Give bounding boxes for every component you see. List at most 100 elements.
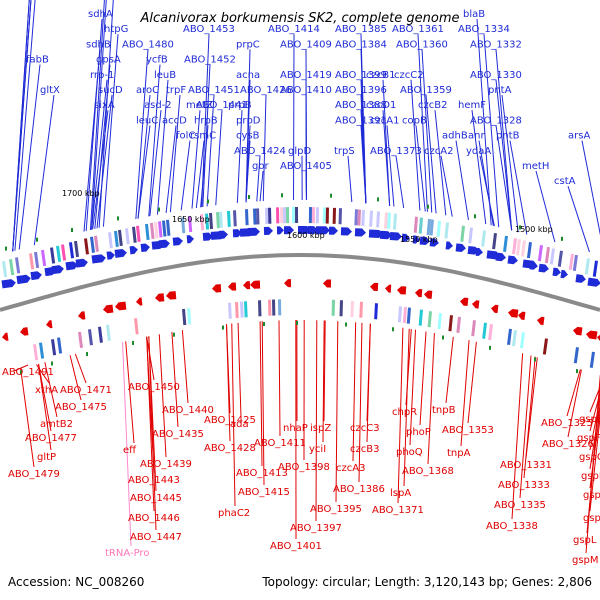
forward-cog-block	[568, 253, 574, 270]
gene-label-top: ABO_1409	[280, 39, 332, 50]
gene-label-bottom: ABO_1397	[290, 523, 342, 534]
reverse-cds-mark	[573, 326, 583, 336]
forward-cds-mark	[283, 226, 294, 235]
gene-label-bottom: ABO_1415	[238, 487, 290, 498]
gene-leader-bottom	[427, 333, 435, 465]
gene-label-bottom: ABO_1435	[152, 429, 204, 440]
gene-leader-top	[509, 140, 528, 235]
gene-label-bottom: ABO_1411	[254, 438, 306, 449]
gene-label-bottom: ABO_1446	[128, 513, 180, 524]
gene-leader-top	[137, 125, 151, 219]
gene-label-top: czcA2	[424, 146, 453, 157]
forward-cog-block	[492, 233, 497, 250]
forward-cds-mark	[412, 235, 420, 244]
gene-label-top: copB	[402, 115, 427, 126]
gene-leader-top	[360, 125, 367, 204]
gene-label-top: adhB	[442, 131, 468, 142]
gene-leader-bottom	[511, 353, 524, 520]
gene-label-bottom: ABO_1425	[204, 415, 256, 426]
gc-marker	[158, 207, 160, 212]
forward-cog-block	[280, 207, 284, 224]
gene-label-top: ABO_1399	[335, 70, 387, 81]
reverse-cds-mark	[472, 300, 480, 309]
gene-leader-bottom	[403, 328, 410, 487]
forward-cds-mark	[507, 255, 518, 265]
reverse-cog-block	[448, 315, 453, 332]
forward-cds-mark	[328, 226, 338, 235]
forward-cds-mark	[114, 248, 127, 258]
gene-label-top: cstA	[554, 176, 576, 187]
gc-marker	[296, 321, 298, 326]
forward-cds-mark	[263, 226, 273, 235]
gene-label-top: ABO_1373	[370, 146, 422, 157]
forward-cog-block	[557, 250, 563, 267]
gene-label-bottom: ABO_1475	[55, 402, 107, 413]
reverse-cog-block	[374, 303, 378, 320]
reverse-cds-mark	[2, 332, 9, 341]
gene-label-top: ABO_1480	[122, 39, 174, 50]
forward-cog-block	[264, 207, 269, 224]
gene-label-bottom: ABO_1353	[442, 425, 494, 436]
gene-label-bottom: ABO_1326	[542, 439, 594, 450]
reverse-cog-block	[228, 302, 232, 319]
forward-cds-mark	[276, 226, 284, 235]
forward-cds-mark	[158, 239, 170, 249]
gene-leader-top	[92, 110, 109, 230]
gene-leader-bottom	[125, 341, 135, 444]
reverse-cog-block	[418, 309, 423, 326]
gene-leader-top	[195, 140, 205, 208]
gene-leader-top	[501, 94, 519, 233]
gene-leader-bottom	[158, 334, 167, 458]
gene-leader-bottom	[322, 320, 325, 443]
reverse-cog-block	[271, 299, 276, 316]
gene-leader-top	[91, 79, 108, 230]
gene-label-top: htpG	[104, 24, 128, 35]
forward-cog-block	[219, 211, 223, 228]
reverse-cog-block	[427, 311, 432, 328]
map-title: Alcanivorax borkumensis SK2, complete ge…	[139, 11, 459, 26]
reverse-cds-mark	[166, 291, 177, 300]
gene-label-bottom: gspJ	[583, 513, 600, 524]
forward-cog-block	[426, 218, 431, 236]
gene-label-bottom: ABO_1386	[333, 484, 385, 495]
gene-label-top: ABO_1384	[335, 39, 387, 50]
gene-leader-bottom	[585, 375, 600, 554]
gene-label-top: hemF	[458, 100, 486, 111]
gene-leader-top	[259, 170, 264, 202]
gene-leader-top	[483, 34, 500, 228]
gene-leader-bottom	[122, 342, 132, 547]
forward-cds-mark	[401, 233, 410, 242]
forward-cog-block	[166, 219, 171, 236]
reverse-cds-mark	[136, 297, 143, 306]
gene-leader-bottom	[460, 340, 470, 447]
gene-label-bottom: gltP	[37, 452, 56, 463]
gene-leader-top	[165, 125, 177, 214]
forward-cog-block	[256, 208, 260, 225]
reverse-cds-mark	[397, 286, 407, 295]
gene-label-top: hrpB	[194, 115, 218, 126]
reverse-cog-block	[471, 320, 476, 337]
gene-label-bottom: czcC3	[350, 423, 380, 434]
gene-label-top: ABO_1332	[470, 39, 522, 50]
gc-marker	[474, 214, 476, 219]
forward-cds-mark	[75, 258, 88, 268]
gene-leader-top	[135, 49, 149, 220]
gene-label-top: sixA	[94, 100, 115, 111]
gc-marker	[132, 340, 134, 345]
gc-marker	[51, 361, 53, 366]
gene-leader-bottom	[409, 329, 416, 446]
forward-cog-block	[216, 212, 220, 229]
gene-label-bottom: phoP	[406, 427, 431, 438]
gc-marker	[117, 216, 119, 221]
reverse-cds-mark	[20, 327, 29, 336]
gc-marker	[86, 352, 88, 357]
forward-cog-block	[61, 244, 67, 261]
gene-label-bottom: ispZ	[310, 423, 331, 434]
gene-label-top: fabB	[26, 55, 49, 66]
gene-label-bottom: ABO_1471	[60, 385, 112, 396]
gene-label-top: ABO_1414	[268, 24, 320, 35]
forward-cds-mark	[445, 241, 453, 250]
gene-leader-top	[581, 140, 600, 236]
reverse-cds-mark	[78, 311, 86, 320]
gene-label-top: prpC	[236, 39, 260, 50]
